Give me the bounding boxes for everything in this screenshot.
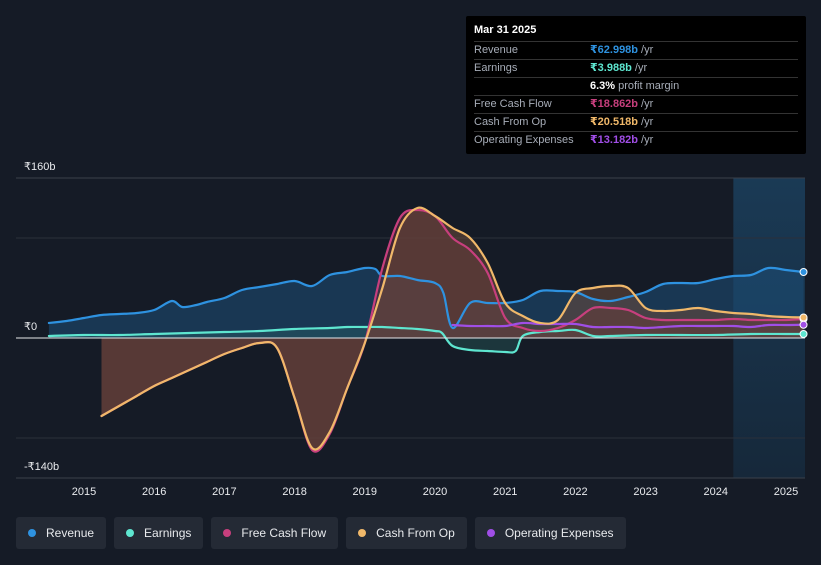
tooltip-row-unit: /yr <box>641 134 654 146</box>
legend: Revenue Earnings Free Cash Flow Cash From O… <box>16 517 634 549</box>
legend-item-free-cash-flow[interactable]: Free Cash Flow <box>211 517 339 549</box>
tooltip-row-value: ₹13.182b <box>590 134 639 146</box>
legend-item-earnings[interactable]: Earnings <box>114 517 204 549</box>
y-tick-label-bottom: -₹140b <box>24 461 59 473</box>
tooltip-date: Mar 31 2025 <box>474 24 798 42</box>
legend-label: Revenue <box>46 526 95 540</box>
tooltip-row-unit: /yr <box>641 44 654 56</box>
x-tick-label: 2015 <box>72 486 96 498</box>
series-line-earnings <box>47 325 805 354</box>
x-tick-label: 2016 <box>142 486 166 498</box>
tooltip-row: Revenue ₹62.998b/yr <box>474 42 798 60</box>
legend-item-revenue[interactable]: Revenue <box>16 517 107 549</box>
tooltip-row-label: Operating Expenses <box>474 134 574 146</box>
legend-item-operating-expenses[interactable]: Operating Expenses <box>474 517 626 549</box>
series-line-cash-from-op <box>100 206 805 451</box>
legend-dot-icon <box>358 529 367 537</box>
legend-label: Earnings <box>144 526 192 540</box>
x-tick-label: 2018 <box>282 486 306 498</box>
series-end-marker-revenue <box>799 268 808 276</box>
y-tick-label-zero: ₹0 <box>24 321 37 333</box>
legend-label: Free Cash Flow <box>241 526 327 540</box>
tooltip-row-value: ₹3.988b <box>590 62 632 74</box>
x-tick-label: 2024 <box>704 486 728 498</box>
x-tick-label: 2017 <box>212 486 236 498</box>
tooltip-row-value: ₹20.518b <box>590 116 639 128</box>
tooltip-row-unit: /yr <box>641 98 654 110</box>
tooltip-row: Cash From Op ₹20.518b/yr <box>474 114 798 132</box>
tooltip-row-label: Revenue <box>474 44 519 56</box>
legend-item-cash-from-op[interactable]: Cash From Op <box>346 517 467 549</box>
legend-label: Cash From Op <box>376 526 455 540</box>
x-tick-label: 2021 <box>493 486 517 498</box>
tooltip-row: 6.3% profit margin <box>474 78 798 96</box>
x-tick-label: 2019 <box>353 486 377 498</box>
tooltip-row: Operating Expenses ₹13.182b/yr <box>474 132 798 149</box>
series-line-revenue <box>47 266 805 330</box>
tooltip-row: Free Cash Flow ₹18.862b/yr <box>474 96 798 114</box>
tooltip-row-unit: /yr <box>641 116 654 128</box>
tooltip-row: Earnings ₹3.988b/yr <box>474 60 798 78</box>
legend-dot-icon <box>28 529 36 537</box>
legend-dot-icon <box>223 529 232 537</box>
legend-label: Operating Expenses <box>504 526 614 540</box>
series-end-marker-earnings <box>799 330 808 338</box>
series-line-operating-expenses <box>451 321 805 330</box>
tooltip-row-label <box>474 78 590 95</box>
series-fill-earnings <box>48 326 804 353</box>
tooltip-row-label: Free Cash Flow <box>474 98 552 110</box>
series-end-marker-operating-expenses <box>799 320 808 329</box>
tooltip-row-unit: profit margin <box>618 80 680 92</box>
y-tick-label-top: ₹160b <box>24 161 55 173</box>
x-tick-label: 2020 <box>423 486 447 498</box>
series-end-marker-cash-from-op <box>799 313 808 322</box>
x-tick-label: 2025 <box>774 486 798 498</box>
tooltip-row-value: ₹62.998b <box>590 44 639 56</box>
x-tick-label: 2023 <box>633 486 657 498</box>
legend-dot-icon <box>126 529 135 537</box>
tooltip: Mar 31 2025 Revenue ₹62.998b/yr Earnings ₹3… <box>466 16 806 154</box>
tooltip-row-value: 6.3% <box>590 80 616 92</box>
tooltip-row-value: ₹18.862b <box>590 98 639 110</box>
tooltip-row-label: Cash From Op <box>474 116 547 128</box>
x-tick-label: 2022 <box>563 486 587 498</box>
tooltip-row-unit: /yr <box>634 62 648 74</box>
tooltip-row-label: Earnings <box>474 62 518 74</box>
legend-dot-icon <box>486 529 495 537</box>
tooltip-rows: Revenue ₹62.998b/yr Earnings ₹3.988b/yr 6.3%… <box>474 42 798 149</box>
